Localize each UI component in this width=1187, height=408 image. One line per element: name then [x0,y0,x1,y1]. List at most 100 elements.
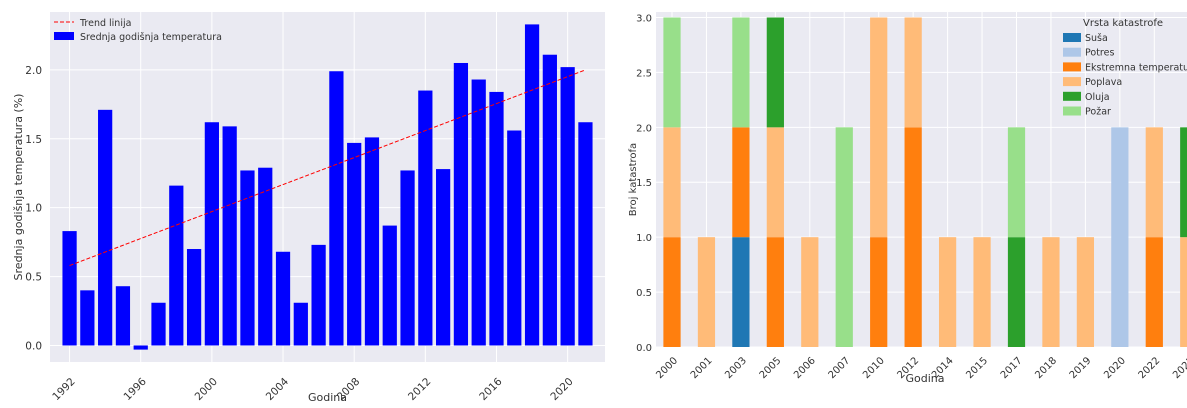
x-tick-label: 2020 [548,376,575,403]
temperature-chart: 1992 1996 2000 2004 2008 2012 2016 2020 0.00.51… [12,12,605,404]
x-tick-label: 2022 [1137,355,1163,381]
disaster-bar-segment [732,237,750,347]
disaster-bar-segment [1076,237,1095,347]
y-tick-label: 1.0 [25,203,42,215]
disaster-bar-segment [1111,127,1129,347]
temperature-bar [80,290,95,346]
disaster-bar-segment [766,127,784,238]
disaster-bar-segment [732,17,750,128]
y-tick-label: 0.5 [25,272,42,284]
temperature-bar [169,185,184,346]
disasters-legend-items: Suša Potres Ekstremna temperatura Poplava Ol… [1063,33,1187,118]
temperature-bar [115,286,131,346]
x-tick-label: 2004 [264,375,292,403]
disasters-legend: Vrsta katastrofe Suša Potres Ekstremna tem… [1063,18,1187,118]
temperature-bar [418,90,433,346]
x-tick-label: 2020 [1102,355,1128,381]
temperature-bar [542,54,557,346]
y-tick-label: 0.5 [636,288,652,299]
temperature-bar [275,251,291,346]
disasters-y-ticks: 0.0 0.5 1.0 1.5 2.0 2.5 3.0 [636,13,652,354]
disaster-bar-segment [835,127,853,347]
temperature-trend [69,69,586,267]
disaster-bar-segment [938,237,957,347]
x-tick-label: 2005 [758,355,784,381]
x-tick-label: 2023 [1171,355,1187,381]
temperature-x-axis-label: Godina [308,391,347,404]
temperature-bar [222,126,237,346]
temperature-bar [471,79,486,346]
y-tick-label: 1.5 [636,178,652,189]
y-tick-label: 0.0 [25,340,42,352]
disaster-bar-segment [1145,237,1163,347]
x-tick-label: 2016 [477,375,505,403]
disaster-bar-segment [904,17,922,128]
disaster-bar-segment [1180,127,1187,238]
x-tick-label: 2012 [406,376,433,403]
temperature-bar [329,71,344,346]
temperature-plot-area [50,12,605,362]
x-tick-label: 2000 [193,376,220,403]
disaster-bar-segment [663,17,681,128]
legend-swatch [1063,106,1081,116]
y-tick-label: 1.0 [636,233,652,244]
temperature-bar [453,62,469,346]
temperature-bar [311,244,326,346]
disasters-y-axis-label: Broj katastrofa [628,143,639,216]
disaster-bar-segment [973,237,991,347]
y-tick-label: 3.0 [636,13,652,24]
legend-label: Potres [1085,48,1114,59]
temperature-bar [524,24,540,346]
x-tick-label: 2017 [999,355,1025,381]
temperature-bar [62,231,77,346]
disaster-bar-segment [732,127,750,238]
temperature-bar [151,302,166,346]
temperature-bar [489,91,504,346]
y-tick-label: 2.5 [636,68,652,79]
disaster-bar-segment [1042,237,1060,347]
disaster-bar-segment [870,237,888,347]
legend-label: Suša [1085,33,1108,44]
disaster-bar-segment [1145,127,1163,238]
x-tick-label: 2006 [792,355,818,381]
disaster-bar-segment [1180,237,1187,347]
legend-swatch [1063,91,1081,101]
disaster-bar-segment [766,237,784,347]
temperature-bar [98,109,113,346]
temperature-bar [347,142,362,346]
temperature-bar [293,302,308,346]
x-tick-label: 2018 [1033,355,1059,381]
temperature-bar [507,130,522,346]
x-tick-label: 2007 [827,355,853,381]
trend-line [69,69,586,267]
x-tick-label: 1996 [121,375,149,403]
disaster-bar-segment [697,237,716,347]
temperature-y-axis-label: Srednja godišnja temperatura (%) [12,94,25,281]
y-tick-label: 0.0 [636,343,652,354]
disasters-bars [663,17,1187,347]
x-tick-label: 2010 [861,355,887,381]
disaster-bar-segment [1007,237,1026,347]
legend-bar-swatch [54,32,74,40]
temperature-legend: Trend linija Srednja godišnja temperatur… [54,18,222,43]
legend-swatch [1063,47,1081,57]
temperature-bar [258,167,273,346]
disaster-bar-segment [904,127,922,347]
disaster-bar-segment [663,237,681,347]
legend-swatch [1063,62,1081,72]
disasters-x-axis-label: Godina [905,372,944,385]
temperature-bar [560,67,575,346]
temperature-bar [436,169,451,346]
x-tick-label: 2000 [654,355,680,381]
legend-trend-label: Trend linija [79,18,131,29]
y-tick-label: 2.0 [636,123,652,134]
temperature-bar [400,170,415,346]
legend-label: Oluja [1085,92,1110,103]
disaster-bar-segment [663,127,681,238]
legend-label: Poplava [1085,77,1122,88]
disasters-legend-title: Vrsta katastrofe [1083,18,1163,29]
temperature-bar [240,170,255,346]
temperature-bar [382,225,397,346]
disaster-bar-segment [801,237,819,347]
